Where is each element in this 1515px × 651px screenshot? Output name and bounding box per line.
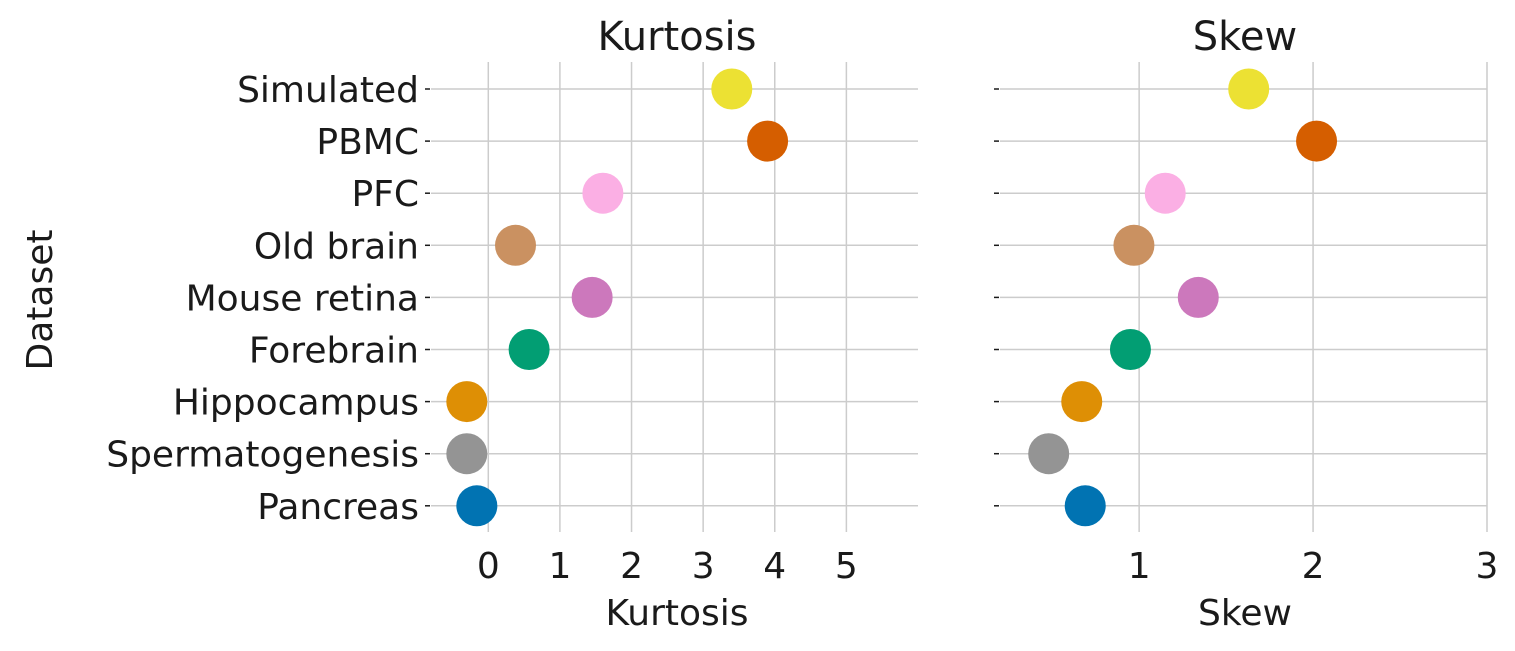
skew-points — [1028, 68, 1338, 527]
skew-x-tick-label: 2 — [1302, 546, 1325, 587]
skew-point-simulated — [1228, 68, 1270, 110]
skew-point-pancreas — [1064, 485, 1106, 527]
kurtosis-x-tick-label: 2 — [620, 546, 643, 587]
skew-x-axis-label: Skew — [1198, 593, 1292, 634]
kurtosis-point-pbmc — [747, 120, 789, 162]
skew-grid — [1000, 62, 1488, 532]
skew-point-pfc — [1144, 172, 1186, 214]
kurtosis-point-pancreas — [456, 485, 498, 527]
kurtosis-point-forebrain — [508, 329, 550, 370]
y-tick-label-old-brain: Old brain — [254, 226, 419, 267]
y-tick-label-simulated: Simulated — [237, 70, 419, 111]
skew-point-old-brain — [1113, 224, 1155, 266]
kurtosis-point-spermatogenesis — [446, 433, 488, 475]
y-tick-label-pfc: PFC — [351, 174, 419, 215]
skew-x-tick-label: 3 — [1476, 546, 1499, 587]
kurtosis-grid — [431, 62, 918, 532]
y-tick-label-forebrain: Forebrain — [249, 331, 419, 372]
kurtosis-point-hippocampus — [446, 381, 488, 423]
y-tick-label-pbmc: PBMC — [316, 122, 419, 163]
kurtosis-panel: Kurtosis Kurtosis Dataset 0 1 2 3 4 5 Simulate… — [20, 14, 918, 634]
kurtosis-points — [446, 68, 789, 527]
kurtosis-x-axis-label: Kurtosis — [605, 593, 748, 634]
y-tick-label-pancreas: Pancreas — [257, 487, 419, 528]
kurtosis-title: Kurtosis — [598, 14, 757, 60]
kurtosis-point-pfc — [582, 172, 624, 214]
y-tick-label-mouse-retina: Mouse retina — [186, 278, 419, 319]
kurtosis-ticks: 0 1 2 3 4 5 Simulated PBMC PFC Old brain Mouse ret… — [106, 70, 858, 587]
dataset-y-axis-label: Dataset — [20, 230, 61, 371]
kurtosis-x-tick-label: 1 — [548, 546, 571, 587]
kurtosis-x-tick-label: 5 — [835, 546, 858, 587]
kurtosis-point-mouse-retina — [571, 276, 613, 318]
skew-point-hippocampus — [1061, 381, 1103, 423]
skew-point-pbmc — [1296, 120, 1338, 162]
kurtosis-point-old-brain — [495, 224, 537, 266]
skew-point-mouse-retina — [1177, 276, 1219, 318]
kurtosis-x-tick-label: 0 — [477, 546, 500, 587]
skew-panel: Skew Skew 1 2 3 — [994, 14, 1498, 634]
skew-title: Skew — [1193, 14, 1297, 60]
kurtosis-x-tick-label: 3 — [692, 546, 715, 587]
skew-point-spermatogenesis — [1028, 433, 1070, 475]
skew-point-forebrain — [1109, 329, 1151, 370]
kurtosis-point-simulated — [711, 68, 753, 110]
y-tick-label-spermatogenesis: Spermatogenesis — [106, 435, 419, 476]
y-tick-label-hippocampus: Hippocampus — [173, 383, 419, 424]
skew-ticks: 1 2 3 — [994, 88, 1499, 587]
skew-x-tick-label: 1 — [1128, 546, 1151, 587]
kurtosis-x-tick-label: 4 — [763, 546, 786, 587]
